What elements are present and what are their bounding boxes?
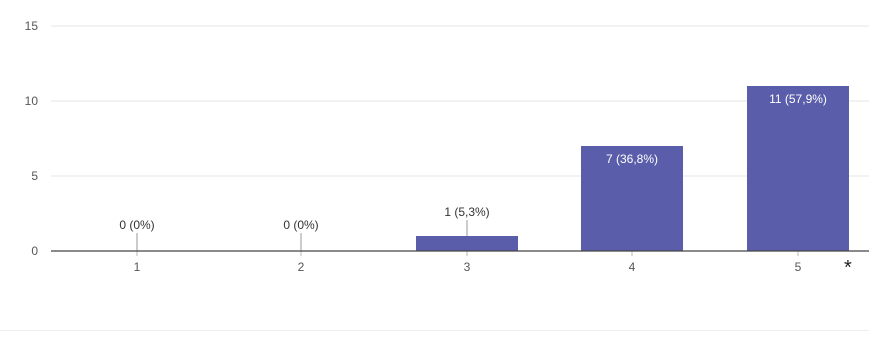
y-tick-label: 10 bbox=[25, 94, 39, 108]
bars bbox=[416, 86, 849, 251]
x-tick-label: 1 bbox=[134, 260, 141, 274]
data-label: 11 (57,9%) bbox=[769, 92, 827, 106]
x-tick-label: 5 bbox=[795, 260, 802, 274]
data-labels: 0 (0%) 0 (0%) 1 (5,3%) 7 (36,8%) 11 (57,9%) bbox=[119, 92, 827, 232]
data-label: 0 (0%) bbox=[119, 218, 154, 232]
y-axis-ticks: 0 5 10 15 bbox=[25, 19, 39, 258]
x-tick-label: 2 bbox=[298, 260, 305, 274]
x-tick-label: 4 bbox=[629, 260, 636, 274]
x-axis-ticks: 1 2 3 4 5 bbox=[134, 251, 802, 274]
footnote-asterisk: * bbox=[844, 257, 852, 279]
bar bbox=[747, 86, 849, 251]
y-tick-label: 5 bbox=[31, 169, 38, 183]
y-tick-label: 15 bbox=[25, 19, 39, 33]
bar bbox=[581, 146, 683, 251]
label-leaders bbox=[136, 220, 468, 251]
data-label: 7 (36,8%) bbox=[606, 152, 658, 166]
data-label: 1 (5,3%) bbox=[444, 205, 489, 219]
bar bbox=[416, 236, 518, 251]
data-label: 0 (0%) bbox=[283, 218, 318, 232]
x-tick-label: 3 bbox=[464, 260, 471, 274]
y-tick-label: 0 bbox=[31, 244, 38, 258]
gridlines bbox=[51, 25, 869, 177]
divider bbox=[0, 330, 869, 331]
